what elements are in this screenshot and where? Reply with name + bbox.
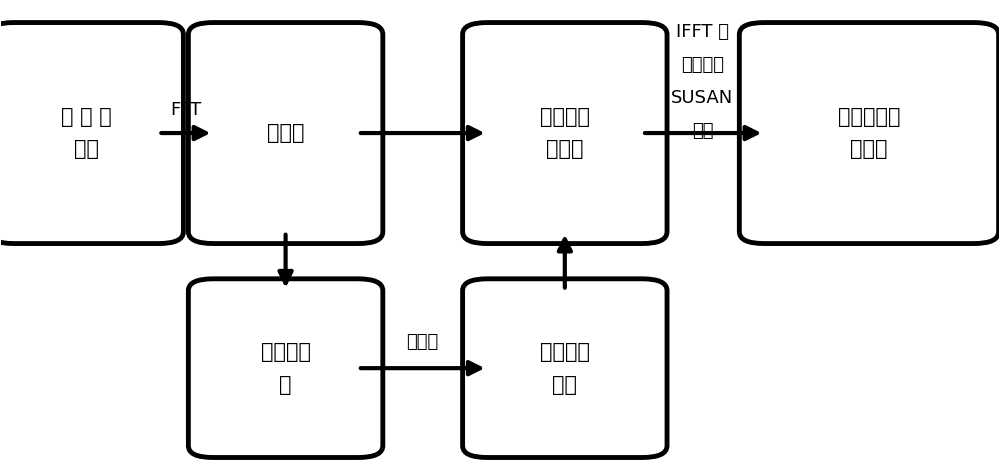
FancyBboxPatch shape [463, 279, 667, 457]
Text: 去网格后的
脉诊图: 去网格后的 脉诊图 [838, 106, 900, 159]
FancyBboxPatch shape [463, 23, 667, 244]
Text: 对数频谱
图: 对数频谱 图 [261, 342, 311, 394]
Text: 二値化频
谱图: 二値化频 谱图 [540, 342, 590, 394]
Text: SUSAN: SUSAN [671, 89, 734, 107]
FancyBboxPatch shape [0, 23, 183, 244]
Text: 频谱图: 频谱图 [267, 123, 304, 143]
Text: IFFT 并: IFFT 并 [676, 23, 729, 41]
FancyBboxPatch shape [188, 279, 383, 457]
Text: 处理后的
频谱图: 处理后的 频谱图 [540, 106, 590, 159]
FancyBboxPatch shape [188, 23, 383, 244]
Text: FFT: FFT [170, 101, 201, 119]
Text: 二值化、: 二值化、 [681, 56, 724, 74]
Text: 二值化: 二值化 [406, 333, 438, 351]
Text: 原 始 脉
诊图: 原 始 脉 诊图 [61, 106, 112, 159]
Text: 滤波: 滤波 [692, 122, 713, 140]
FancyBboxPatch shape [739, 23, 999, 244]
